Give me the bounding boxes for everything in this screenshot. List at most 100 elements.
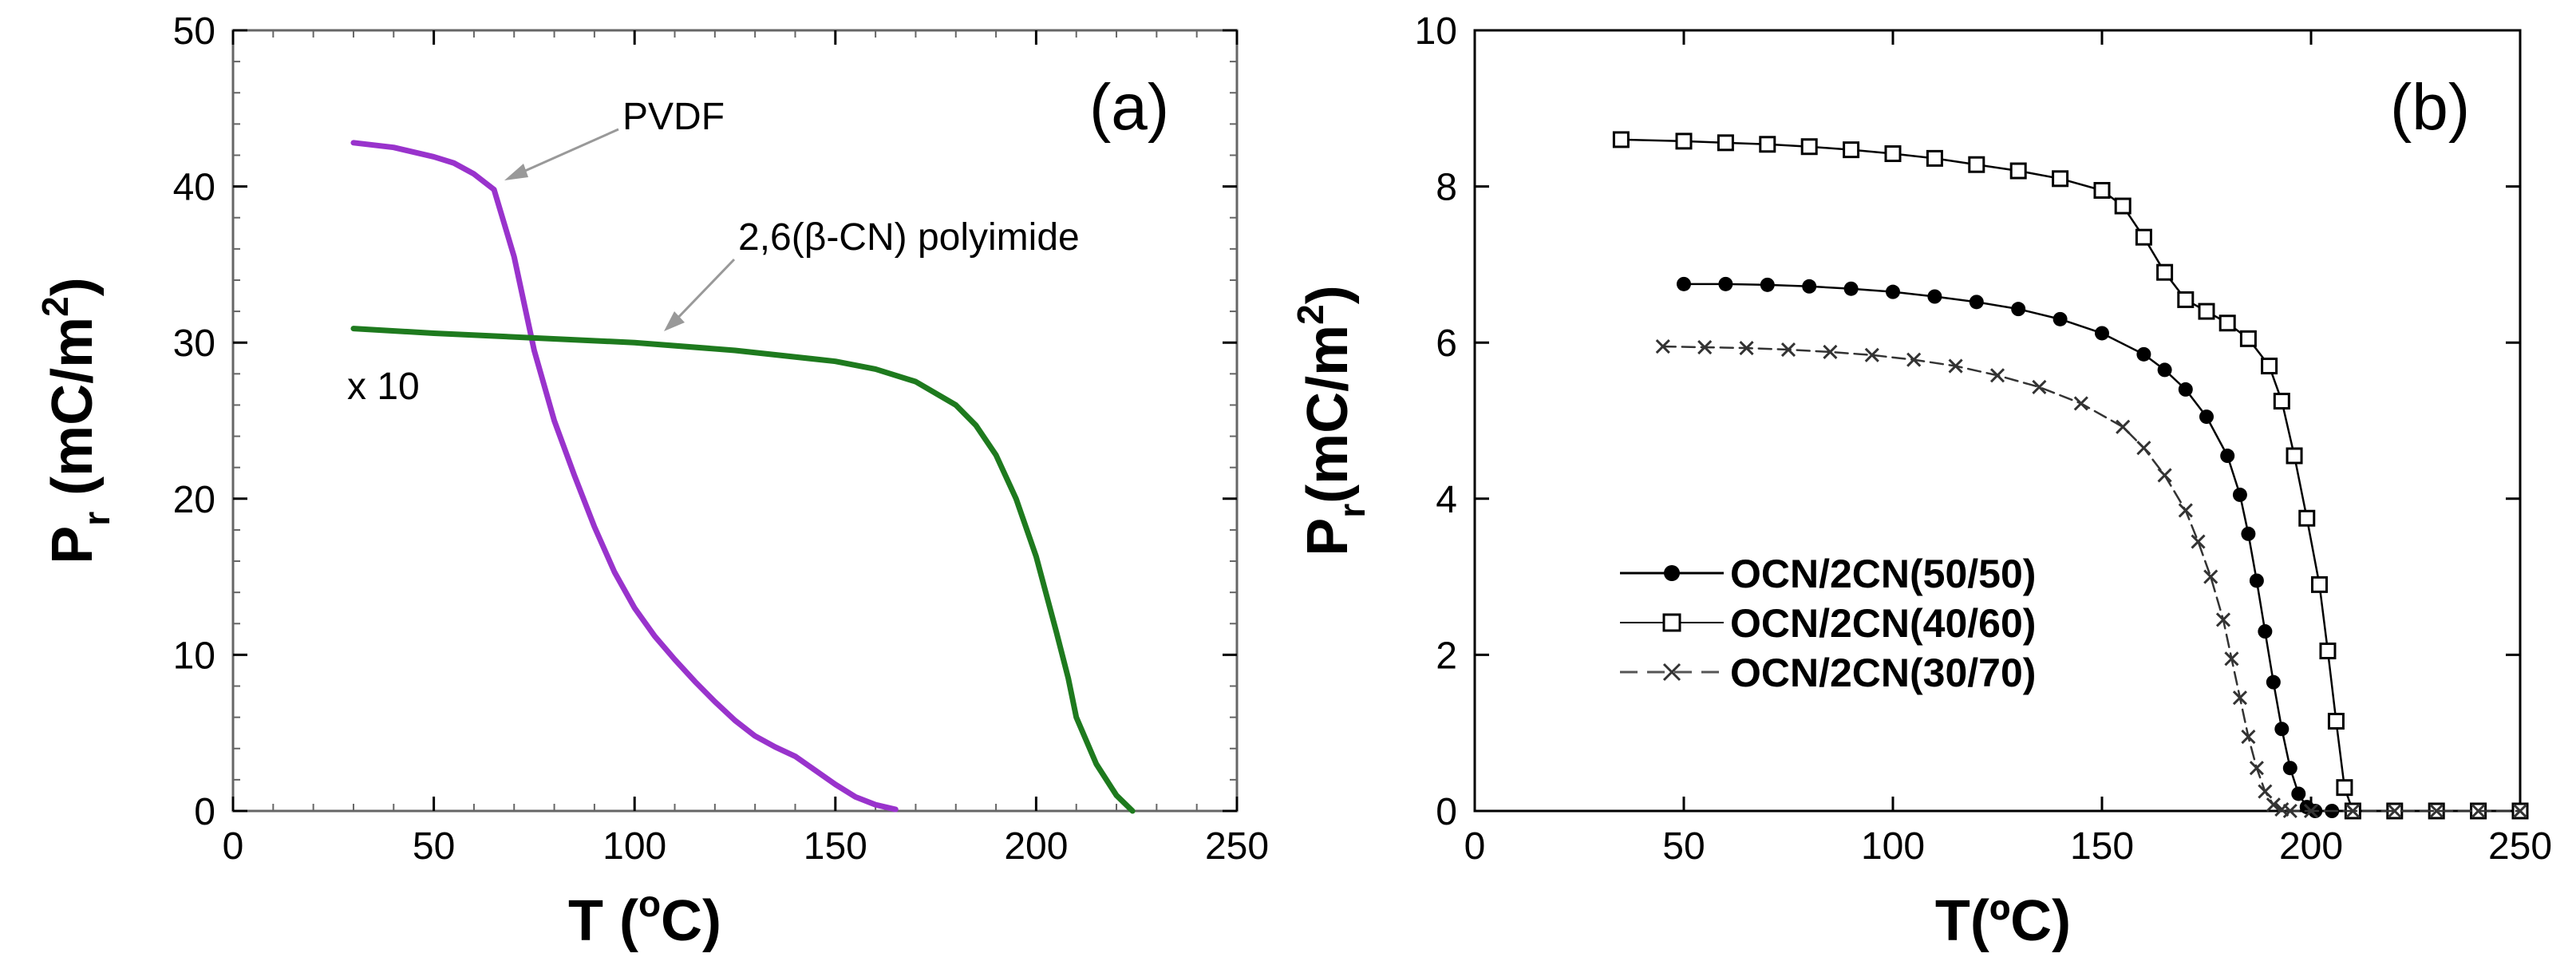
data-point-ocn-2cn-40-60	[2114, 197, 2132, 215]
data-point-ocn-2cn-50-50	[2220, 449, 2235, 464]
y-tick-label: 40	[173, 167, 215, 209]
legend-entry-50-50: OCN/2CN(50/50)	[1620, 552, 2036, 596]
data-point-ocn-2cn-40-60	[1843, 141, 1860, 159]
data-point-ocn-2cn-40-60	[2156, 263, 2174, 281]
annotation-polyimide: 2,6(β-CN) polyimide	[738, 216, 1080, 259]
data-point-ocn-2cn-40-60	[1717, 134, 1734, 152]
legend-entry-40-60: OCN/2CN(40/60)	[1620, 601, 2036, 646]
data-point-ocn-2cn-30-70	[2232, 690, 2247, 706]
data-point-ocn-2cn-50-50	[2178, 382, 2193, 397]
data-point-ocn-2cn-50-50	[2274, 722, 2290, 737]
x-tick-label: 50	[1662, 825, 1705, 868]
data-point-ocn-2cn-40-60	[2298, 509, 2316, 527]
data-point-ocn-2cn-30-70	[2073, 396, 2088, 411]
data-point-ocn-2cn-30-70	[2345, 803, 2361, 819]
data-point-ocn-2cn-30-70	[2429, 803, 2444, 819]
data-point-ocn-2cn-30-70	[1697, 340, 1713, 355]
data-point-ocn-2cn-40-60	[2177, 291, 2195, 308]
data-point-ocn-2cn-50-50	[1760, 277, 1775, 292]
data-point-ocn-2cn-50-50	[1677, 276, 1691, 291]
x-tick-label: 150	[2070, 825, 2134, 868]
x-axis-label-a: T (oC)	[568, 883, 721, 953]
data-point-ocn-2cn-40-60	[2273, 393, 2290, 410]
y-tick-label: 2	[1436, 635, 1457, 677]
data-point-ocn-2cn-40-60	[2009, 162, 2027, 180]
data-point-ocn-2cn-40-60	[2261, 358, 2278, 375]
y-tick-label: 20	[173, 479, 215, 521]
legend-marker-open-square	[1662, 613, 1681, 632]
y-tick-label: 30	[173, 322, 215, 365]
data-point-ocn-2cn-30-70	[2471, 803, 2486, 819]
data-point-ocn-2cn-40-60	[2310, 575, 2328, 593]
arrow-polyimide	[669, 258, 736, 327]
plot-frame-a	[231, 29, 1239, 813]
data-point-ocn-2cn-50-50	[1843, 281, 1859, 296]
y-axis-label-b: Pr(mC/m2)	[1290, 285, 1373, 556]
x-tick-label: 100	[603, 825, 666, 868]
y-tick-label: 8	[1436, 167, 1457, 209]
data-point-ocn-2cn-50-50	[1802, 279, 1817, 294]
x-tick-label: 0	[1464, 825, 1486, 868]
series-line-ocn-2cn-30-70	[1661, 345, 2522, 813]
data-point-ocn-2cn-50-50	[2011, 302, 2026, 317]
data-point-ocn-2cn-40-60	[1675, 133, 1693, 150]
legend-marker-cross	[1662, 663, 1681, 682]
data-point-ocn-2cn-40-60	[2319, 643, 2337, 660]
x-tick-label: 0	[223, 825, 244, 868]
data-point-ocn-2cn-50-50	[2095, 326, 2109, 341]
data-point-ocn-2cn-30-70	[2241, 730, 2256, 745]
legend-b: OCN/2CN(50/50) OCN/2CN(40/60) OCN/2CN(30…	[1620, 552, 2036, 695]
data-point-ocn-2cn-40-60	[2218, 314, 2236, 332]
data-point-ocn-2cn-30-70	[1823, 344, 1838, 359]
x-tick-label: 200	[2279, 825, 2343, 868]
data-point-ocn-2cn-30-70	[1739, 340, 1754, 356]
y-tick-label: 4	[1436, 479, 1457, 521]
data-point-ocn-2cn-40-60	[2286, 447, 2303, 465]
data-point-ocn-2cn-50-50	[1969, 295, 1984, 310]
data-point-ocn-2cn-50-50	[2249, 573, 2264, 588]
y-axis-label-a: Pr (mC/m2)	[34, 277, 117, 564]
y-tick-label: 0	[194, 791, 215, 833]
legend-label-30-70: OCN/2CN(30/70)	[1730, 651, 2036, 695]
x-tick-label: 250	[2488, 825, 2552, 868]
legend-marker-filled-circle	[1664, 565, 1680, 581]
data-point-ocn-2cn-30-70	[2303, 803, 2319, 819]
arrowhead-pvdf	[504, 164, 528, 180]
legend-label-50-50: OCN/2CN(50/50)	[1730, 552, 2036, 596]
x-tick-label: 250	[1205, 825, 1269, 868]
data-point-ocn-2cn-40-60	[2052, 170, 2069, 188]
data-point-ocn-2cn-40-60	[1968, 156, 1985, 173]
annotation-x10: x 10	[347, 366, 420, 408]
data-point-ocn-2cn-50-50	[2136, 346, 2151, 362]
series-line-ocn-2cn-40-60	[1620, 138, 2522, 813]
legend-entry-30-70: OCN/2CN(30/70)	[1620, 651, 2036, 695]
data-point-ocn-2cn-50-50	[1718, 276, 1733, 291]
y-tick-label: 10	[173, 635, 215, 677]
data-point-ocn-2cn-40-60	[2239, 330, 2257, 347]
data-point-ocn-2cn-40-60	[1612, 131, 1630, 148]
y-tick-label: 0	[1436, 791, 1457, 833]
annotation-pvdf: PVDF	[622, 96, 725, 138]
ticks-b: 0 50 100 150 200 250 0 2 4 6 8 10	[1415, 10, 2552, 868]
panel-a: 0 50 100 150 200 250 0 10 20 30 40 50 (a) PVDF 2,6(…	[34, 10, 1269, 953]
panel-label-a: (a)	[1089, 71, 1169, 144]
data-point-ocn-2cn-30-70	[2032, 379, 2047, 395]
data-point-ocn-2cn-40-60	[1800, 138, 1818, 156]
data-point-ocn-2cn-30-70	[1864, 347, 1879, 362]
data-point-ocn-2cn-30-70	[2215, 612, 2231, 627]
data-point-ocn-2cn-40-60	[2198, 303, 2215, 320]
data-point-ocn-2cn-30-70	[1948, 358, 1963, 374]
x-axis-label-b: T(ºC)	[1935, 889, 2071, 953]
data-point-ocn-2cn-40-60	[2135, 228, 2152, 246]
data-point-ocn-2cn-50-50	[2282, 761, 2297, 776]
data-point-ocn-2cn-50-50	[2291, 786, 2306, 801]
data-point-ocn-2cn-30-70	[2136, 441, 2151, 456]
series-a	[350, 140, 1136, 814]
data-point-ocn-2cn-40-60	[1926, 149, 1943, 167]
legend-label-40-60: OCN/2CN(40/60)	[1730, 601, 2036, 646]
data-point-ocn-2cn-30-70	[1780, 342, 1796, 358]
data-point-ocn-2cn-30-70	[2258, 784, 2273, 799]
data-point-ocn-2cn-40-60	[1884, 145, 1902, 163]
data-point-ocn-2cn-30-70	[2266, 797, 2281, 813]
